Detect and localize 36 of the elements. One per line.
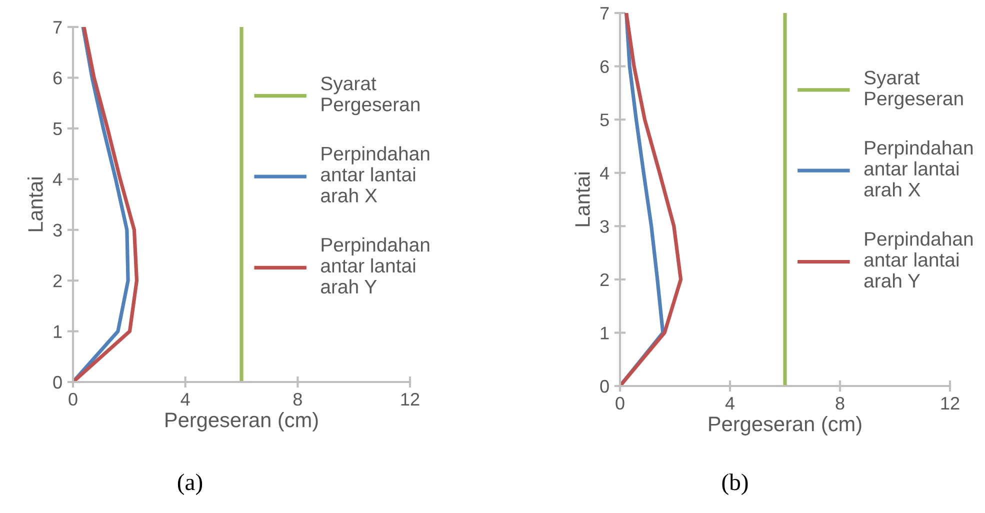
x-axis-title: Pergeseran (cm) xyxy=(166,412,318,432)
y-tick-label: 2 xyxy=(53,274,62,288)
y-tick-label: 0 xyxy=(53,376,62,389)
x-tick-label: 0 xyxy=(616,396,624,410)
y-tick-label: 4 xyxy=(52,173,62,186)
y-tick-label: 1 xyxy=(54,325,62,338)
y-axis-title: Lantai xyxy=(574,172,590,226)
x-axis-title: Pergeseran (cm) xyxy=(709,416,862,436)
y-tick-label: 7 xyxy=(53,21,62,34)
x-tick-label: 12 xyxy=(401,392,420,406)
text: (a) xyxy=(178,474,202,495)
y-tick-label: 5 xyxy=(53,122,62,136)
y-tick-label: 3 xyxy=(53,224,62,237)
text: (b) xyxy=(722,474,748,495)
x-tick-label: 4 xyxy=(180,393,190,406)
x-tick-label: 8 xyxy=(836,396,844,410)
legend-label: Perpindahan antar lantai arah Y xyxy=(321,237,430,294)
y-tick-label: 1 xyxy=(600,326,609,340)
y-tick-label: 5 xyxy=(600,114,609,126)
legend-label: Syarat Pergeseran xyxy=(321,76,420,116)
y-axis-title: Lantai xyxy=(28,178,43,232)
y-tick-label: 0 xyxy=(600,380,609,393)
y-tick-label: 3 xyxy=(600,220,609,233)
x-tick-label: 0 xyxy=(68,392,78,406)
y-tick-label: 7 xyxy=(600,7,609,20)
legend-label: Syarat Pergeseran xyxy=(864,70,963,110)
x-tick-label: 8 xyxy=(293,392,302,406)
x-tick-label: 12 xyxy=(941,396,960,410)
y-tick-label: 2 xyxy=(600,273,609,286)
y-tick-label: 4 xyxy=(600,166,610,180)
y-tick-label: 6 xyxy=(600,60,609,74)
y-tick-label: 6 xyxy=(53,72,62,84)
legend-label: Perpindahan antar lantai arah X xyxy=(864,140,973,197)
legend-label: Perpindahan antar lantai arah X xyxy=(321,146,430,202)
legend-label: Perpindahan antar lantai arah Y xyxy=(864,231,973,288)
x-tick-label: 4 xyxy=(725,397,734,410)
